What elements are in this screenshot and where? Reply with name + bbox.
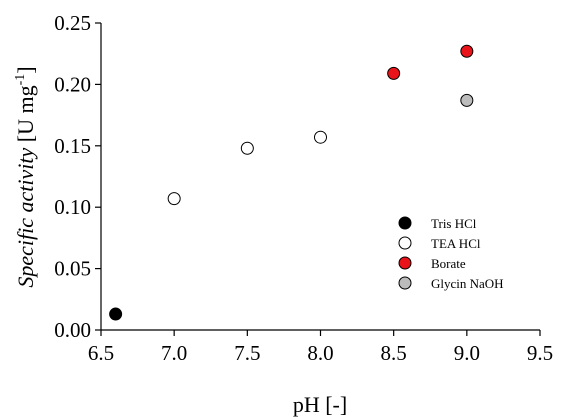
y-tick-label: 0.25 <box>54 11 91 35</box>
legend-marker <box>398 236 412 250</box>
data-point <box>387 66 401 80</box>
y-axis-label-sup: -1 <box>13 74 28 86</box>
data-points <box>109 44 474 321</box>
plot-area: 6.5 7.0 7.5 8.0 8.5 9.0 9.5 0.000.050.100.150.… <box>54 11 553 365</box>
legend: Tris HCl TEA HCl Borate Glycin NaOH <box>398 216 504 291</box>
x-tick-label: 7.0 <box>161 341 187 365</box>
y-axis-label: Specific activity [U mg-1] <box>13 66 38 287</box>
legend-label: Tris HCl <box>431 216 477 231</box>
y-axis-label-italic: Specific activity <box>13 147 38 287</box>
legend-label: Borate <box>431 256 466 271</box>
legend-marker <box>398 276 412 290</box>
y-tick-label: 0.05 <box>54 257 91 281</box>
legend-marker <box>398 216 412 230</box>
x-ticks: 6.5 7.0 7.5 8.0 8.5 9.0 9.5 <box>88 330 553 365</box>
data-point <box>240 141 254 155</box>
y-axis-label-close: ] <box>13 66 38 73</box>
x-tick-label: 8.0 <box>307 341 333 365</box>
y-ticks: 0.00 0.05 0.10 0.15 0.20 0.25 <box>54 11 101 342</box>
x-tick-label: 9.5 <box>527 341 553 365</box>
x-tick-label: 9.0 <box>454 341 480 365</box>
x-axis-label: pH [-] <box>293 392 347 417</box>
y-tick-label: 0.15 <box>54 134 91 158</box>
legend-marker <box>398 256 412 270</box>
x-tick-label: 7.5 <box>234 341 260 365</box>
y-tick-label: 0.00 <box>54 318 91 342</box>
data-point <box>460 44 474 58</box>
y-tick-label: 0.20 <box>54 72 91 96</box>
legend-label: Glycin NaOH <box>431 276 504 291</box>
y-tick-label: 0.10 <box>54 195 91 219</box>
data-point <box>167 192 181 206</box>
data-point <box>460 93 474 107</box>
x-tick-label: 6.5 <box>88 341 114 365</box>
x-tick-label: 8.5 <box>381 341 407 365</box>
data-point <box>314 130 327 144</box>
legend-label: TEA HCl <box>431 236 481 251</box>
data-point <box>109 307 123 321</box>
y-axis-label-unit: [U mg <box>13 85 38 142</box>
